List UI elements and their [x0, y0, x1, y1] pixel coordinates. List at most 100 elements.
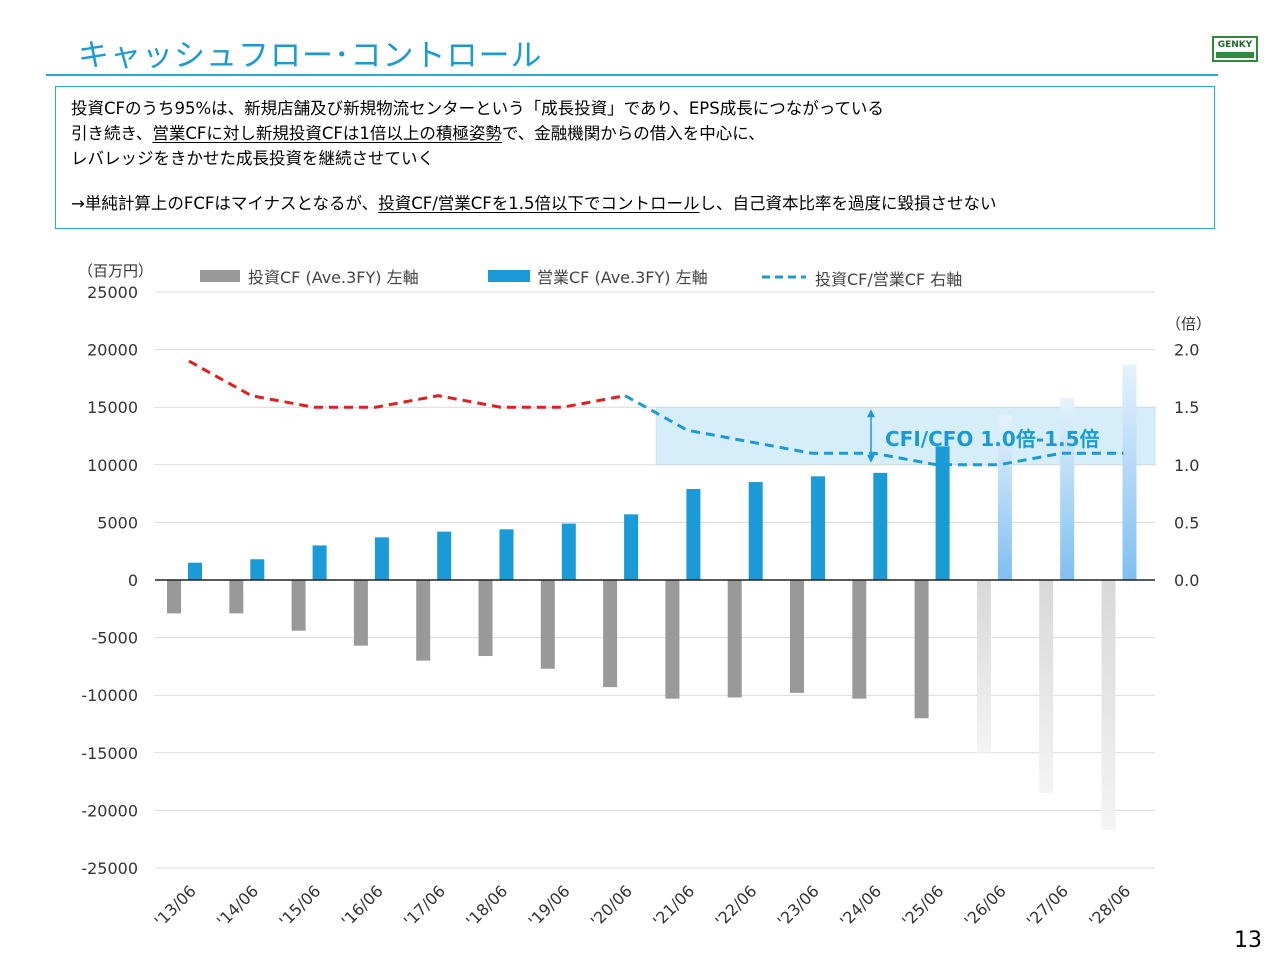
category-label: '16/06 [338, 881, 387, 930]
category-label: '13/06 [151, 881, 200, 930]
ratio-line-recent [624, 394, 1124, 467]
message-text: →単純計算上のFCFはマイナスとなるが、 [71, 194, 379, 213]
bars [167, 364, 1137, 830]
ratio-line [188, 359, 1124, 467]
bar-operating-cf [499, 529, 514, 580]
legend-label-investing: 投資CF (Ave.3FY) 左軸 [248, 268, 419, 287]
right-tick-label: 1.0 [1174, 456, 1199, 475]
left-tick-label: -15000 [81, 744, 138, 763]
message-text: で、金融機関からの借入を中心に、 [501, 124, 765, 143]
band-label: CFI/CFO 1.0倍-1.5倍 [885, 427, 1100, 451]
message-emphasis: 営業CFに対し新規投資CFは1倍以上の積極姿勢 [152, 124, 502, 143]
bar-investing-cf [603, 580, 618, 688]
legend-label-operating: 営業CF (Ave.3FY) 左軸 [537, 268, 708, 287]
right-tick-label: 2.0 [1174, 341, 1199, 360]
legend-swatch-operating [488, 270, 530, 282]
bar-operating-cf [561, 523, 576, 580]
bar-investing-cf [167, 580, 181, 614]
message-box: 投資CFのうち95%は、新規店舗及び新規物流センターという「成長投資」であり、E… [55, 86, 1215, 229]
message-line-4: →単純計算上のFCFはマイナスとなるが、投資CF/営業CFを1.5倍以下でコント… [71, 191, 1214, 216]
left-tick-label: -5000 [92, 629, 139, 648]
category-label: '28/06 [1085, 881, 1134, 930]
right-tick-label: 0.0 [1174, 571, 1199, 590]
message-text: 引き続き、 [71, 124, 153, 143]
bar-operating-cf [312, 545, 327, 580]
bar-investing-cf [852, 580, 867, 699]
bar-investing-cf [353, 580, 368, 646]
page-number: 13 [1234, 928, 1262, 953]
bar-operating-cf [935, 446, 950, 580]
category-label: '17/06 [400, 881, 449, 930]
bar-operating-cf [437, 531, 452, 580]
message-text: 投資CFのうち95%は、新規店舗及び新規物流センターという「成長投資」であり、E… [71, 99, 884, 118]
logo-text: GENKY [1217, 40, 1253, 50]
right-axis-unit: （倍） [1166, 315, 1211, 333]
left-tick-label: 20000 [87, 341, 138, 360]
band-arrow-head [867, 454, 875, 463]
chart-legend: 投資CF (Ave.3FY) 左軸 営業CF (Ave.3FY) 左軸 投資CF/営… [200, 268, 962, 289]
bar-investing-cf [291, 580, 306, 631]
category-label: '18/06 [462, 881, 511, 930]
left-tick-label: -10000 [81, 686, 138, 705]
left-axis-unit: （百万円） [78, 262, 153, 280]
category-label: '14/06 [213, 881, 262, 930]
right-tick-label: 1.5 [1174, 398, 1199, 417]
message-text: し、自己資本比率を過度に毀損させない [699, 194, 997, 213]
category-label: '23/06 [774, 881, 823, 930]
legend-swatch-investing [200, 270, 240, 282]
message-text: レバレッジをきかせた成長投資を継続させていく [71, 149, 434, 168]
legend-label-ratio: 投資CF/営業CF 右軸 [815, 270, 962, 289]
category-label: '15/06 [275, 881, 324, 930]
message-emphasis: 投資CF/営業CFを1.5倍以下でコントロール [378, 194, 700, 213]
bar-investing-cf [1039, 580, 1054, 794]
left-tick-label: 0 [128, 571, 138, 590]
bar-operating-cf [811, 476, 825, 580]
left-tick-label: 10000 [87, 456, 138, 475]
bar-investing-cf [914, 580, 929, 719]
left-tick-label: -20000 [81, 801, 138, 820]
category-label: '25/06 [898, 881, 947, 930]
category-label: '21/06 [649, 881, 698, 930]
left-tick-label: 15000 [87, 398, 138, 417]
bar-operating-cf [873, 472, 888, 580]
message-line-1: 投資CFのうち95%は、新規店舗及び新規物流センターという「成長投資」であり、E… [71, 96, 1214, 121]
bar-operating-cf [624, 514, 639, 580]
left-tick-label: 25000 [87, 283, 138, 302]
category-label: '27/06 [1023, 881, 1072, 930]
left-tick-label: -25000 [81, 859, 138, 878]
category-label: '19/06 [524, 881, 573, 930]
category-label: '22/06 [711, 881, 760, 930]
left-tick-label: 5000 [97, 513, 138, 532]
title-divider [46, 74, 1218, 76]
message-line-2: 引き続き、営業CFに対し新規投資CFは1倍以上の積極姿勢で、金融機関からの借入を… [71, 121, 1214, 146]
bar-investing-cf [1101, 580, 1116, 830]
band-arrow-head [867, 409, 875, 418]
ratio-line-history [188, 359, 626, 409]
bar-operating-cf [748, 482, 763, 580]
bar-investing-cf [665, 580, 680, 699]
annotations: CFI/CFO 1.0倍-1.5倍 [867, 409, 1100, 463]
bar-operating-cf [686, 488, 701, 580]
bar-operating-cf [374, 537, 389, 580]
bar-investing-cf [478, 580, 493, 657]
right-tick-label: 0.5 [1174, 513, 1199, 532]
bar-investing-cf [727, 580, 742, 698]
bar-operating-cf [188, 562, 202, 580]
bar-operating-cf [997, 415, 1012, 580]
company-logo: GENKY [1212, 36, 1258, 62]
bar-operating-cf [1060, 397, 1075, 580]
bar-investing-cf [790, 580, 804, 693]
bar-investing-cf [976, 580, 991, 753]
category-label: '20/06 [587, 881, 636, 930]
bar-investing-cf [416, 580, 431, 661]
bar-operating-cf [250, 559, 265, 580]
logo-band [1216, 52, 1254, 58]
bar-investing-cf [229, 580, 244, 614]
category-label: '26/06 [961, 881, 1010, 930]
bar-investing-cf [540, 580, 555, 669]
page-title: キャッシュフロー･コントロール [78, 38, 543, 74]
bar-operating-cf [1122, 364, 1137, 580]
message-line-3: レバレッジをきかせた成長投資を継続させていく [71, 146, 1214, 171]
category-label: '24/06 [836, 881, 885, 930]
